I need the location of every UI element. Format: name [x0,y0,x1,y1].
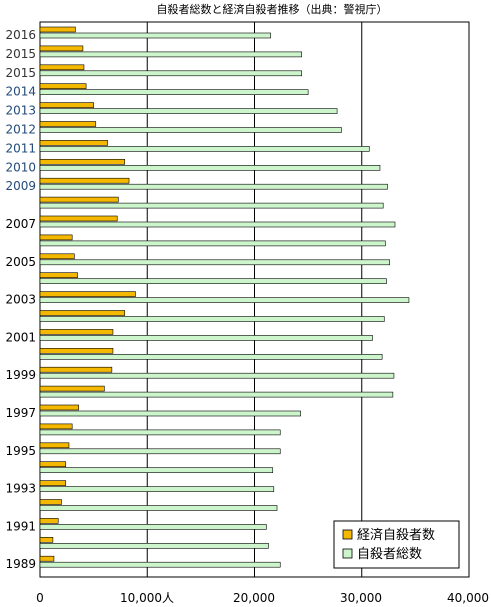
bar-economic [39,196,119,203]
bar-total [39,108,338,114]
y-tick-label: 2015 [5,47,36,61]
bar-economic [39,26,76,33]
bar-economic [39,121,97,127]
y-tick-label: 2014 [5,85,36,99]
bar-total [39,32,271,39]
bar-total [39,89,309,95]
bar-total [39,202,384,209]
bar-total [39,391,394,398]
chart-title: 自殺者総数と経済自殺者推移（出典：警視庁） [157,2,388,16]
bar-economic [39,140,108,146]
y-tick-label: 1999 [5,368,36,382]
y-tick-label: 2013 [5,104,36,118]
bar-total [39,51,302,58]
bar-total [39,165,381,171]
bar-total [39,127,342,133]
bar-total [39,448,281,455]
y-tick-label: 1997 [5,406,36,420]
bar-economic [39,102,94,108]
bar-economic [39,45,84,52]
bar-total [39,259,390,266]
bar-economic [39,404,79,411]
bar-economic [39,480,67,486]
bar-economic [39,272,78,279]
bar-total [39,486,275,492]
bar-economic [39,461,67,468]
bar-economic [39,177,130,184]
bar-economic [39,234,73,241]
x-tick-label: 10,000人 [120,591,174,605]
legend: 経済自殺者数 自殺者総数 [333,520,460,569]
bars [39,26,410,568]
bar-economic [39,385,105,392]
x-tick-label: 0 [36,591,44,605]
bar-economic [39,499,62,505]
y-tick-label: 2012 [5,123,36,137]
x-tick-label: 40,000 [447,591,489,605]
bar-economic [39,215,118,222]
bar-total [39,240,386,247]
y-tick-label: 1991 [5,519,36,533]
bar-total [39,561,281,568]
y-tick-label: 2007 [5,217,36,231]
bar-economic [39,253,75,260]
bar-total [39,70,302,77]
y-tick-label: 2009 [5,179,36,193]
y-tick-label: 2016 [5,28,36,42]
y-tick-label: 2011 [5,141,36,155]
bar-total [39,542,269,549]
y-tick-label: 1989 [5,557,36,571]
bar-total [39,183,388,190]
legend-label-economic: 経済自殺者数 [357,527,435,543]
bar-economic [39,329,114,335]
y-tick-labels: 2016 2015 2015 2014 2013 2012 2011 2010 2009 2007… [5,28,36,571]
bar-total [39,335,373,341]
bar-total [39,467,274,474]
bar-economic [39,347,114,354]
bar-total [39,146,370,152]
bar-economic [39,555,55,562]
bar-economic [39,64,85,71]
legend-label-total: 自殺者総数 [357,547,422,562]
y-tick-label: 2010 [5,160,36,174]
bar-economic [39,366,113,373]
bar-total [39,316,385,322]
bar-economic [39,442,70,449]
bar-total [39,278,387,285]
y-tick-label: 1993 [5,482,36,496]
y-tick-label: 1995 [5,444,36,458]
bar-economic [39,159,126,165]
bar-economic [39,536,54,543]
x-tick-labels: 0 10,000人 20,000 30,000 40,000 [36,591,489,605]
bar-total [39,372,395,379]
bar-economic [39,310,126,316]
y-tick-label: 2005 [5,255,36,269]
y-tick-label: 2001 [5,330,36,344]
bar-economic [39,518,59,524]
y-tick-label: 2015 [5,66,36,80]
bar-total [39,221,396,228]
bar-economic [39,83,87,89]
legend-swatch-economic [342,529,353,540]
bar-economic [39,291,136,297]
x-tick-label: 30,000 [340,591,382,605]
bar-total [39,410,301,417]
legend-box [333,520,460,569]
legend-swatch-total [342,548,353,559]
bar-total [39,505,278,511]
x-tick-label: 20,000 [233,591,275,605]
bar-total [39,297,410,303]
bar-total [39,524,267,530]
y-tick-label: 2003 [5,293,36,307]
bar-total [39,353,383,360]
bar-total [39,429,281,436]
bar-economic [39,423,73,430]
